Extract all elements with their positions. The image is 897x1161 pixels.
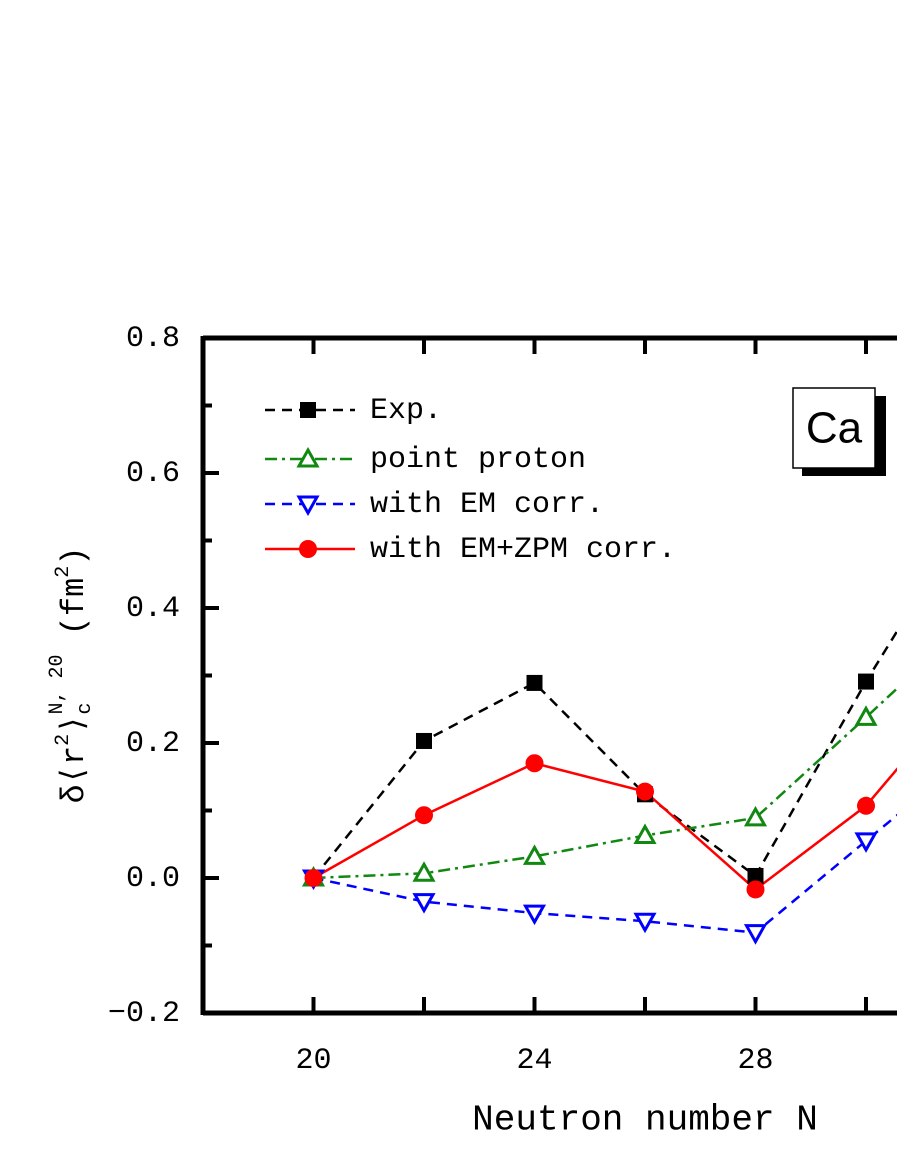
series-line	[313, 813, 897, 934]
data-point	[412, 893, 436, 914]
legend-entry: Exp.	[265, 394, 442, 428]
y-axis-label: δ⟨r2⟩cN, 20 (fm2)	[46, 546, 97, 803]
legend-entry: with EM+ZPM corr.	[265, 533, 676, 567]
data-point	[415, 806, 433, 825]
x-tick-label: 24	[516, 1044, 552, 1078]
legend-label: with EM+ZPM corr.	[370, 533, 676, 567]
legend-label: Exp.	[370, 394, 442, 428]
x-tick-label: 20	[295, 1044, 331, 1078]
data-point	[857, 796, 875, 815]
y-tick-label: 0.4	[126, 592, 180, 626]
series-line	[313, 686, 897, 880]
y-axis-label-part: ⟩	[56, 715, 93, 734]
data-point	[746, 880, 765, 899]
legend-marker	[299, 540, 317, 558]
y-axis-label-part: (fm	[56, 578, 93, 655]
legend-entry: with EM corr.	[265, 488, 604, 522]
y-axis-label-part: )	[56, 546, 93, 565]
data-point	[304, 869, 323, 887]
data-point	[526, 674, 543, 691]
data-point	[743, 805, 768, 827]
data-point	[633, 912, 657, 934]
data-point	[636, 782, 654, 801]
y-axis-label-part: c	[74, 703, 97, 715]
y-tick-label: 0.2	[126, 727, 180, 761]
y-axis-label-part: δ⟨r	[56, 746, 93, 804]
legend-label: with EM corr.	[370, 488, 604, 522]
y-tick-label: 0.8	[126, 322, 180, 356]
y-axis-label-part: N, 20	[46, 655, 69, 715]
x-tick-label: 28	[737, 1044, 773, 1078]
data-point	[747, 867, 764, 884]
data-point	[522, 844, 547, 865]
y-tick-label: 0.0	[126, 862, 180, 896]
data-point	[416, 732, 432, 749]
legend-marker	[296, 495, 320, 517]
legend-entry: point proton	[265, 443, 586, 477]
data-point	[522, 904, 547, 926]
x-axis-label: Neutron number N	[472, 1100, 818, 1141]
data-point	[854, 705, 878, 726]
y-tick-label: −0.2	[108, 997, 180, 1031]
legend-marker	[296, 446, 320, 468]
annotation: Ca	[806, 404, 863, 453]
data-point	[743, 924, 768, 945]
y-axis-label-part: 2	[52, 734, 75, 746]
y-axis-label-part: 2	[52, 566, 75, 578]
legend-marker	[300, 402, 316, 418]
data-point	[858, 673, 874, 690]
data-point	[525, 754, 544, 773]
legend-label: point proton	[370, 443, 586, 477]
data-point	[854, 832, 878, 853]
y-tick-label: 0.6	[126, 457, 180, 491]
data-point	[412, 861, 436, 882]
data-point	[633, 823, 657, 844]
annotation-box: Ca	[792, 387, 886, 476]
